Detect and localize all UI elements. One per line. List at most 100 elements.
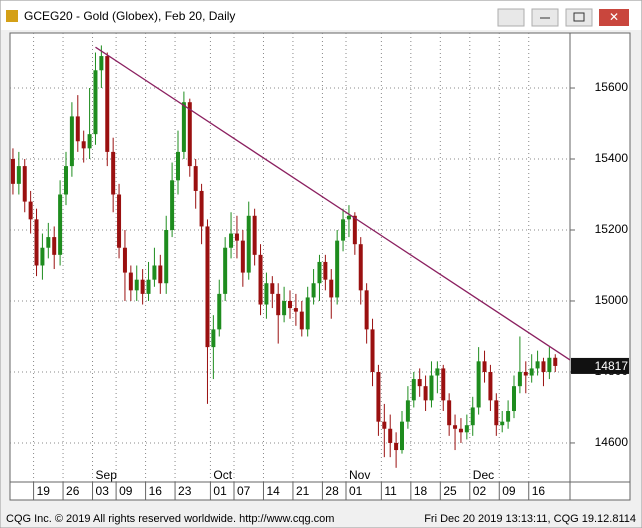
candle-body — [494, 400, 499, 426]
x-tick-label: 18 — [414, 484, 428, 498]
candle-body — [405, 400, 410, 422]
candle-body — [205, 226, 210, 348]
y-tick-label: 15000 — [595, 293, 629, 307]
candle-body — [252, 215, 257, 255]
x-tick-label: 19 — [37, 484, 51, 498]
candle-body — [482, 361, 487, 372]
candle-body — [553, 357, 558, 366]
candle-body — [388, 428, 393, 443]
candle-body — [152, 265, 157, 280]
month-label: Nov — [349, 468, 370, 482]
candle-body — [229, 233, 234, 248]
candle-body — [394, 442, 399, 451]
icon: ✕ — [609, 10, 619, 24]
footer-left: CQG Inc. © 2019 All rights reserved worl… — [6, 513, 334, 525]
candle-body — [128, 272, 133, 291]
candle-body — [22, 166, 27, 202]
candle-body — [506, 411, 511, 422]
candle-body — [417, 379, 422, 387]
candle-body — [105, 56, 110, 152]
y-tick-label: 14600 — [595, 435, 629, 449]
candle-body — [211, 329, 216, 348]
candle-body — [535, 361, 540, 369]
x-tick-label: 25 — [443, 484, 457, 498]
candle-body — [46, 237, 51, 248]
candle-body — [16, 166, 21, 184]
month-label: Sep — [96, 468, 118, 482]
candle-body — [264, 283, 269, 305]
candle-body — [341, 219, 346, 241]
candle-body — [376, 371, 381, 422]
candle-body — [358, 244, 363, 291]
month-label: Dec — [473, 468, 494, 482]
candle-body — [234, 233, 239, 241]
x-tick-label: 14 — [266, 484, 280, 498]
x-tick-label: 01 — [349, 484, 363, 498]
candle-body — [181, 102, 186, 152]
x-tick-label: 09 — [502, 484, 516, 498]
candle-body — [512, 386, 516, 412]
candle-body — [352, 215, 357, 245]
maximize-button[interactable] — [565, 8, 593, 27]
x-tick-label: 26 — [66, 484, 80, 498]
candle-body — [293, 308, 298, 312]
x-tick-label: 16 — [149, 484, 163, 498]
candle-body — [323, 261, 328, 280]
footer-right: Fri Dec 20 2019 13:13:11, CQG 19.12.8114 — [424, 513, 636, 525]
candle-body — [164, 229, 169, 284]
month-label: Oct — [213, 468, 232, 482]
candle-body — [75, 116, 80, 142]
candle-body — [453, 425, 458, 429]
candle-body — [187, 102, 192, 167]
candle-body — [217, 293, 222, 330]
candle-body — [34, 219, 39, 266]
y-tick-label: 15600 — [595, 80, 629, 94]
candle-body — [464, 425, 469, 433]
candle-body — [517, 371, 522, 387]
candle-body — [441, 368, 446, 401]
candle-body — [111, 151, 116, 195]
candle-body — [240, 240, 245, 273]
candle-body — [58, 194, 63, 255]
candle-body — [346, 215, 351, 220]
candle-body — [547, 357, 552, 372]
candle-body — [447, 400, 452, 426]
candle-body — [470, 407, 475, 426]
candle-body — [311, 283, 316, 298]
x-tick-label: 21 — [296, 484, 310, 498]
candle-body — [488, 371, 493, 401]
candle-body — [305, 297, 310, 330]
candle-body — [411, 379, 416, 401]
trendline — [95, 46, 571, 361]
candle-body — [276, 293, 281, 316]
y-tick-label: 15200 — [595, 222, 629, 236]
candle-body — [364, 290, 369, 330]
candle-body — [10, 159, 15, 184]
candle-body — [170, 180, 175, 230]
candle-body — [476, 361, 481, 408]
candle-body — [40, 247, 45, 266]
last-price-label: 14817 — [595, 359, 629, 373]
candle-body — [282, 300, 287, 316]
candle-body — [134, 279, 139, 291]
candle-body — [288, 300, 292, 309]
window-title: GCEG20 - Gold (Globex), Feb 20, Daily — [24, 9, 235, 23]
candle-body — [299, 311, 304, 330]
candle-body — [523, 371, 528, 376]
candle-body — [28, 201, 33, 220]
candle-body — [429, 375, 434, 401]
candle-body — [382, 421, 387, 429]
x-tick-label: 23 — [178, 484, 192, 498]
candle-body — [52, 237, 57, 255]
link-button[interactable] — [497, 8, 525, 27]
candle-body — [329, 279, 334, 298]
app-icon — [6, 10, 18, 22]
candle-body — [258, 254, 263, 305]
candle-body — [117, 194, 122, 248]
candle-body — [158, 265, 163, 284]
x-tick-label: 03 — [96, 484, 110, 498]
candle-body — [270, 283, 275, 294]
candle-body — [64, 166, 68, 195]
close-button[interactable] — [599, 9, 629, 26]
